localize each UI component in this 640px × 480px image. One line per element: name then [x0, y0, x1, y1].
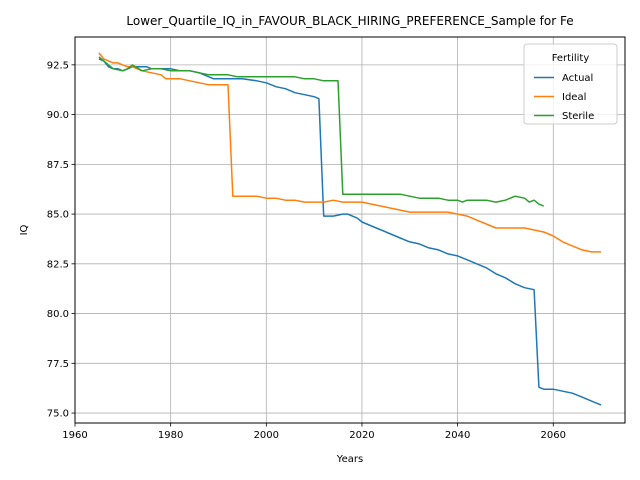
y-axis-label: IQ — [19, 224, 30, 235]
x-tick-label: 2020 — [349, 430, 374, 441]
legend-label-actual: Actual — [562, 73, 593, 84]
x-tick-label: 1960 — [62, 430, 87, 441]
y-tick-label: 90.0 — [47, 110, 69, 121]
legend: Fertility Actual Ideal Sterile — [524, 44, 617, 124]
y-tick-label: 92.5 — [47, 60, 69, 71]
legend-title: Fertility — [552, 53, 590, 64]
chart-title: Lower_Quartile_IQ_in_FAVOUR_BLACK_HIRING… — [126, 14, 573, 28]
y-tick-label: 87.5 — [47, 160, 69, 171]
y-tick-label: 75.0 — [47, 409, 69, 420]
legend-label-sterile: Sterile — [562, 111, 594, 122]
y-tick-label: 77.5 — [47, 359, 69, 370]
x-tick-label: 2000 — [254, 430, 279, 441]
x-axis-label: Years — [336, 454, 363, 465]
legend-label-ideal: Ideal — [562, 92, 586, 103]
x-tick-label: 2060 — [541, 430, 566, 441]
y-tick-label: 85.0 — [47, 210, 69, 221]
y-tick-label: 80.0 — [47, 309, 69, 320]
x-tick-label: 1980 — [158, 430, 183, 441]
y-tick-label: 82.5 — [47, 259, 69, 270]
x-tick-label: 2040 — [445, 430, 470, 441]
